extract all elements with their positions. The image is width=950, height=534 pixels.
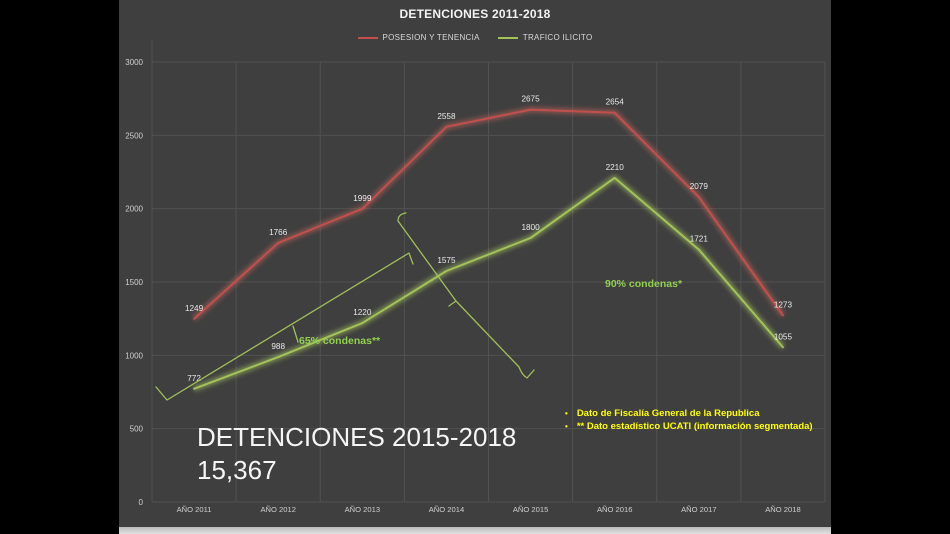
- series-line: [193, 176, 784, 390]
- data-label: 988: [271, 342, 285, 351]
- data-label: 1575: [437, 256, 456, 265]
- slide-bottom-edge: [119, 527, 831, 534]
- bullet-icon: •: [565, 422, 568, 431]
- x-axis-label: AÑO 2018: [765, 505, 800, 514]
- data-label: 2079: [690, 182, 709, 191]
- line-chart: 0 500 1000 1500 2000 2500 3000 AÑO 2011 AÑO 2012…: [125, 40, 826, 514]
- data-label: 1721: [690, 235, 709, 244]
- y-tick-label: 1000: [125, 351, 143, 360]
- annotation-65-condenas: 65% condenas**: [299, 335, 381, 347]
- data-label: 772: [187, 374, 201, 383]
- freehand-bracket-65: [155, 252, 414, 401]
- legend-line-red-icon: [357, 36, 378, 39]
- data-label: 1800: [521, 223, 540, 232]
- y-tick-label: 3000: [125, 58, 143, 67]
- x-axis-label: AÑO 2012: [260, 505, 295, 514]
- x-axis-label: AÑO 2017: [681, 505, 716, 514]
- x-axis-label: AÑO 2014: [429, 505, 464, 514]
- annotation-90-condenas: 90% condenas*: [605, 278, 683, 290]
- data-label: 1249: [185, 304, 204, 313]
- slide-background: DETENCIONES 2011-2018 POSESION Y TENENCI…: [119, 0, 831, 534]
- x-axis-label: AÑO 2015: [513, 505, 548, 514]
- note-text-1: Dato de Fiscalía General de la Republica: [576, 408, 760, 419]
- y-tick-label: 2500: [125, 131, 143, 140]
- freehand-line-2014: [397, 212, 535, 379]
- x-axis-label: AÑO 2011: [177, 505, 212, 514]
- data-label: 1999: [353, 194, 372, 203]
- legend-line-green-icon: [497, 36, 518, 39]
- note-text-2: ** Dato estadístico UCATI (información s…: [576, 421, 813, 432]
- y-tick-label: 1500: [125, 278, 143, 287]
- note-line-2: • ** Dato estadístico UCATI (información…: [565, 420, 813, 433]
- chart-title: DETENCIONES 2011-2018: [399, 7, 551, 21]
- data-label: 2210: [606, 163, 625, 172]
- summary-title: DETENCIONES 2015-2018: [197, 422, 517, 452]
- note-line-1: • Dato de Fiscalía General de la Republi…: [565, 407, 813, 420]
- data-label: 1273: [774, 300, 793, 309]
- data-label: 1766: [269, 228, 288, 237]
- summary-value: 15,367: [197, 455, 277, 485]
- data-label: 1220: [353, 308, 372, 317]
- y-tick-label: 2000: [125, 205, 143, 214]
- series-line: [193, 108, 784, 320]
- x-axis-label: AÑO 2013: [345, 505, 380, 514]
- data-label: 2558: [437, 112, 456, 121]
- legend-item-trafico: TRAFICO ILICITO: [497, 33, 593, 42]
- x-axis-label: AÑO 2016: [597, 505, 632, 514]
- chart-legend: POSESION Y TENENCIA TRAFICO ILICITO: [119, 33, 831, 42]
- bullet-icon: •: [565, 409, 568, 418]
- y-tick-label: 500: [130, 425, 144, 434]
- legend-item-posesion: POSESION Y TENENCIA: [357, 33, 480, 42]
- y-tick-label: 0: [139, 498, 144, 507]
- data-label: 2654: [606, 98, 625, 107]
- source-notes: • Dato de Fiscalía General de la Republi…: [565, 407, 813, 433]
- legend-label-posesion: POSESION Y TENENCIA: [382, 33, 480, 42]
- data-label: 1055: [774, 332, 793, 341]
- legend-label-trafico: TRAFICO ILICITO: [522, 33, 593, 42]
- detenciones-summary: DETENCIONES 2015-2018 15,367: [197, 421, 516, 487]
- data-label: 2675: [521, 95, 540, 104]
